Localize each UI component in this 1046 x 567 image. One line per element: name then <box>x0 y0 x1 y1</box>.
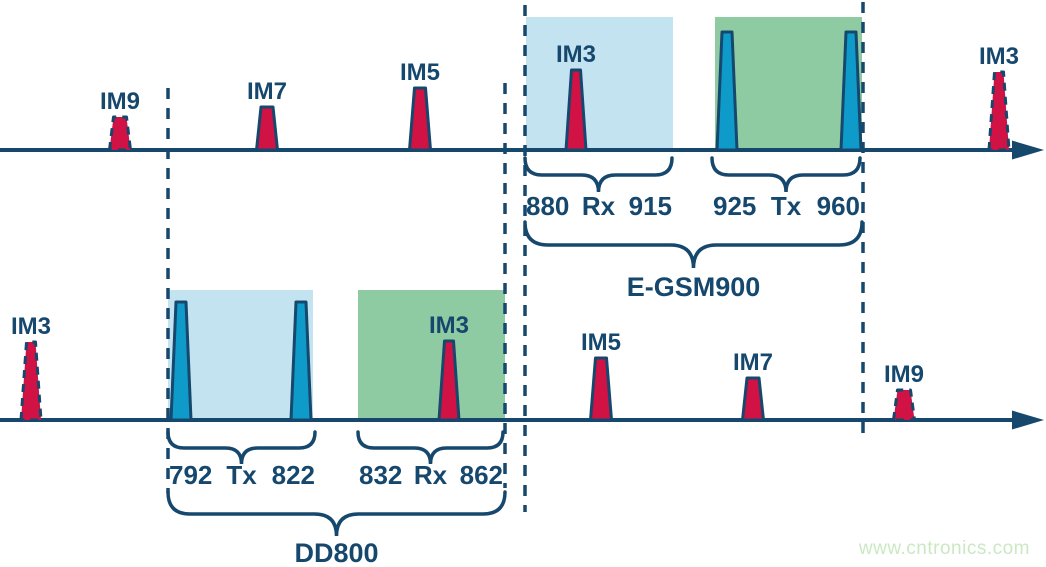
band-direction-label: Tx <box>771 191 802 221</box>
range-end-frequency-label: 915 <box>629 191 672 221</box>
peak-label: IM9 <box>884 361 924 388</box>
peak-label: IM5 <box>400 59 440 86</box>
axis-arrowhead-icon <box>1012 410 1044 430</box>
watermark-text: www.cntronics.com <box>858 538 1030 559</box>
band-name-label: E-GSM900 <box>627 272 761 302</box>
dd800-rx-band <box>358 290 505 420</box>
range-end-frequency-label: 960 <box>817 191 860 221</box>
range-start-frequency-label: 925 <box>713 191 756 221</box>
range-start-frequency-label: 880 <box>526 191 569 221</box>
peak-label: IM9 <box>100 88 140 115</box>
im3-product-peak <box>564 68 588 152</box>
range-start-frequency-label: 792 <box>169 460 212 490</box>
range-end-frequency-label: 822 <box>272 460 315 490</box>
peak-label: IM5 <box>581 329 621 356</box>
range-brace <box>523 156 674 193</box>
im9-product-peak <box>892 388 916 422</box>
im9-product-peak <box>108 115 132 152</box>
range-brace <box>356 430 505 465</box>
peak-label: IM3 <box>979 43 1019 70</box>
carrier-signal-peak <box>715 30 739 152</box>
band-direction-label: Tx <box>226 460 257 490</box>
carrier-signal-peak <box>839 30 863 152</box>
im7-product-peak <box>255 105 279 152</box>
peak-label: IM7 <box>733 349 773 376</box>
carrier-signal-peak <box>169 300 193 422</box>
range-brace <box>523 220 864 269</box>
range-end-frequency-label: 862 <box>460 460 503 490</box>
band-name-label: DD800 <box>294 538 378 567</box>
im3-product-peak <box>19 340 43 422</box>
im3-product-peak <box>987 70 1011 152</box>
im7-product-peak <box>741 376 765 422</box>
im3-product-peak <box>437 339 461 422</box>
egsm900-tx-band <box>715 17 862 150</box>
im5-product-peak <box>589 356 613 422</box>
range-brace <box>166 430 317 465</box>
range-start-frequency-label: 832 <box>359 460 402 490</box>
carrier-signal-peak <box>289 300 313 422</box>
dd800-tx-band <box>168 290 313 420</box>
range-brace <box>710 156 862 193</box>
peak-label: IM3 <box>11 313 51 340</box>
peak-label: IM3 <box>556 41 596 68</box>
peak-label: IM3 <box>429 312 469 339</box>
range-brace <box>166 490 507 537</box>
band-direction-label: Rx <box>582 191 616 221</box>
peak-label: IM7 <box>247 78 287 105</box>
egsm900-rx-band <box>526 17 673 150</box>
band-direction-label: Rx <box>414 460 448 490</box>
im5-product-peak <box>408 86 432 152</box>
axis-arrowhead-icon <box>1012 140 1044 160</box>
